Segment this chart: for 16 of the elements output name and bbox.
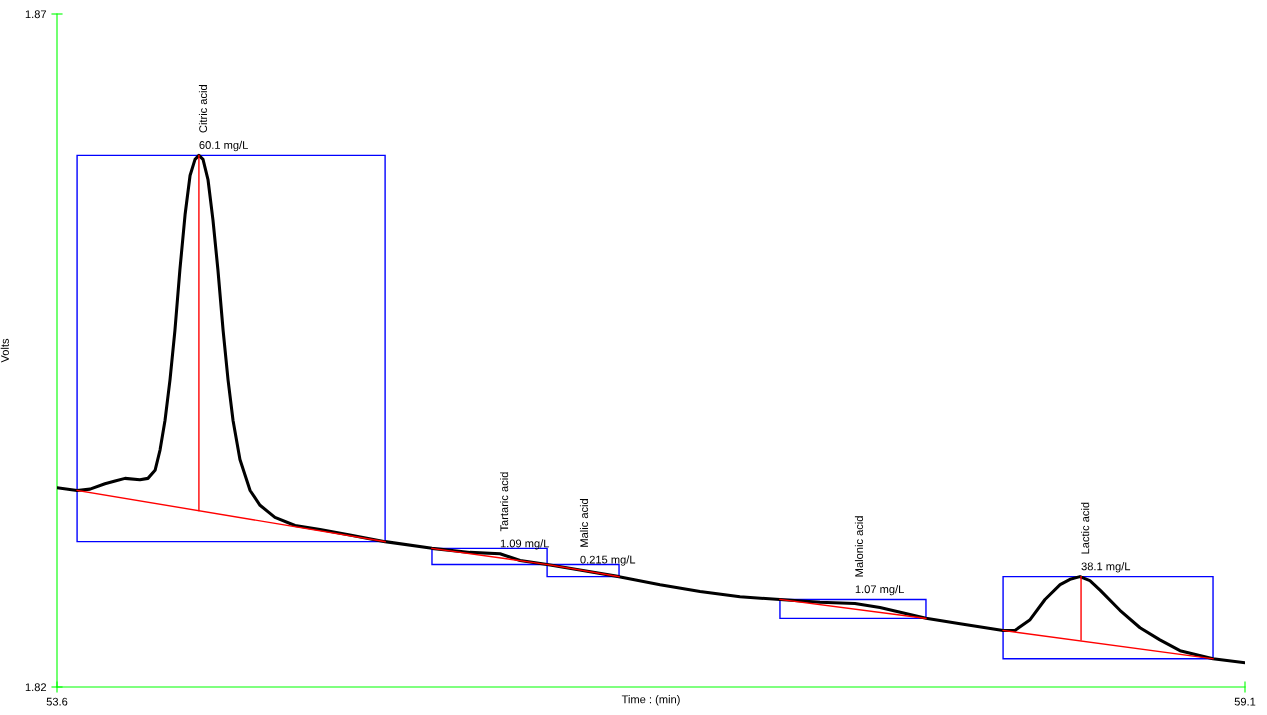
y-tick-label: 1.87 (25, 10, 47, 19)
annotation: 0.215 mg/L (580, 555, 636, 566)
annotation: Lactic acid (1081, 502, 1090, 554)
annotation: 1.09 mg/L (500, 539, 550, 550)
annotation: 38.1 mg/L (1081, 562, 1131, 573)
annotation: Citric acid (198, 85, 208, 133)
x-tick-label: 59.1 (1234, 697, 1256, 706)
annotation: Malic acid (579, 498, 589, 547)
annotation: Malonic acid (854, 516, 864, 577)
annotation: 1.07 mg/L (855, 584, 904, 596)
annotation: Tartaric acid (500, 472, 509, 532)
annotation: 60.1 mg/L (199, 140, 248, 152)
y-tick-label: 1.82 (25, 683, 47, 692)
y-axis-title: Volts (0, 338, 9, 363)
x-axis-title: Time : (min) (621, 695, 680, 706)
x-tick-label: 53.6 (46, 697, 68, 706)
